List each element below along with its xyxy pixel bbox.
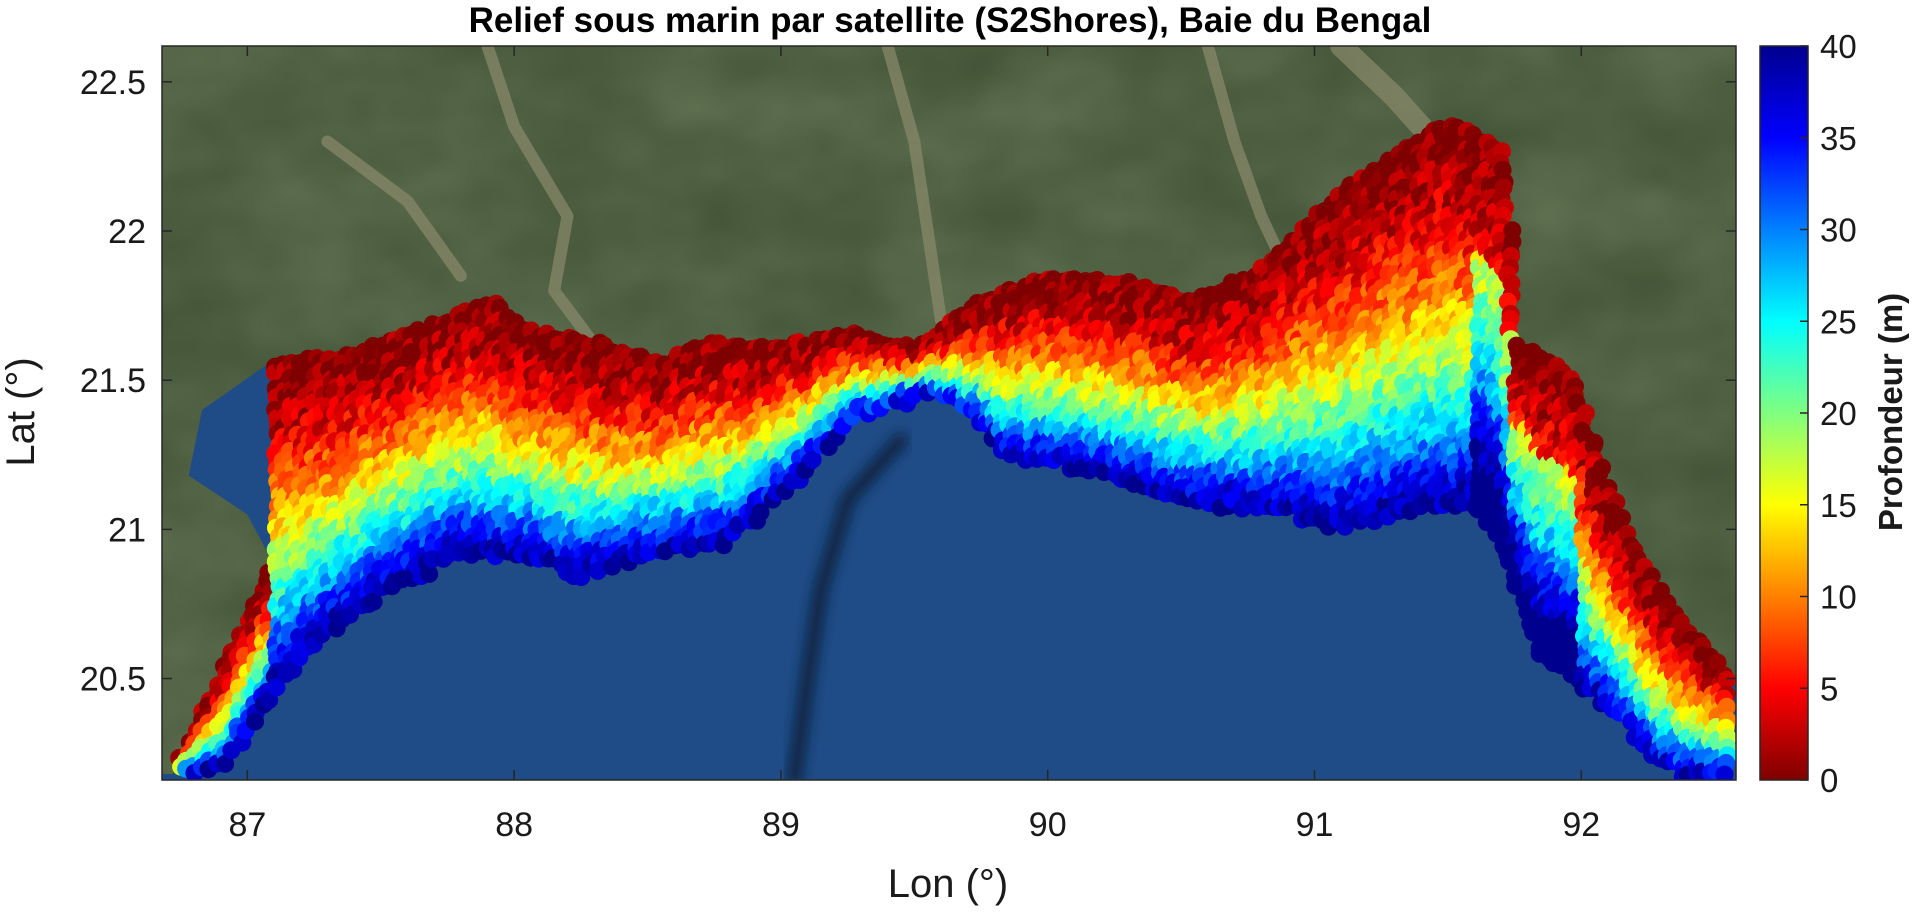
river-2 (881, 46, 947, 327)
river-1 (481, 46, 601, 351)
bathymetry-point (420, 564, 439, 583)
bathymetry-point (803, 450, 822, 469)
river-4 (1330, 46, 1446, 153)
swatch-of-no-ground-canyon (787, 432, 908, 780)
chart-title: Relief sous marin par satellite (S2Shore… (469, 1, 1432, 40)
rivers (321, 46, 1446, 351)
bathymetry-points (170, 117, 1736, 780)
canyon-line (787, 432, 908, 780)
bathymetry-point (267, 678, 286, 697)
bathymetry-point (1584, 437, 1603, 455)
bathymetry-point (364, 592, 383, 611)
bathymetry-point (572, 568, 591, 587)
bathymetry-point (1590, 464, 1609, 483)
river-3 (1201, 46, 1294, 279)
bathymetry-point (246, 712, 264, 731)
plot-area (162, 46, 1736, 780)
river-5 (321, 135, 467, 282)
bathymetry-point (216, 754, 235, 773)
bathymetry-point (714, 536, 733, 555)
bathymetry-point (751, 503, 770, 522)
